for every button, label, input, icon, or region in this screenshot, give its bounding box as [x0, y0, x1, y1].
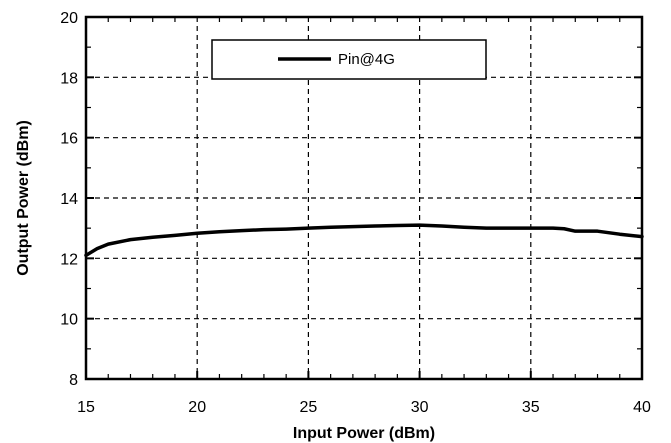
- x-tick-label: 25: [300, 399, 318, 416]
- x-tick-label: 30: [411, 399, 429, 416]
- y-tick-label: 10: [60, 312, 78, 329]
- grid-lines: [86, 17, 642, 379]
- legend-label-pin-4g: Pin@4G: [338, 51, 395, 68]
- series-line-pin-4g: [84, 223, 644, 258]
- plot-frame: [84, 15, 644, 381]
- x-tick-label: 20: [188, 399, 206, 416]
- x-tick-label: 40: [633, 399, 651, 416]
- x-tick-labels: 15 20 25 30 35 40: [77, 399, 651, 416]
- y-tick-label: 14: [60, 191, 78, 208]
- x-tick-label: 15: [77, 399, 95, 416]
- y-tick-label: 20: [60, 10, 78, 27]
- x-axis-label: Input Power (dBm): [293, 425, 435, 442]
- y-tick-label: 16: [60, 131, 78, 148]
- y-tick-label: 18: [60, 70, 78, 87]
- y-axis-label: Output Power (dBm): [15, 120, 32, 276]
- x-tick-label: 35: [522, 399, 540, 416]
- legend: Pin@4G: [211, 39, 487, 80]
- legend-box: [211, 39, 487, 80]
- y-tick-label: 12: [60, 251, 78, 268]
- series-layer: [84, 223, 644, 258]
- y-tick-labels: 8 10 12 14 16 18 20: [60, 10, 78, 389]
- y-tick-label: 8: [69, 372, 78, 389]
